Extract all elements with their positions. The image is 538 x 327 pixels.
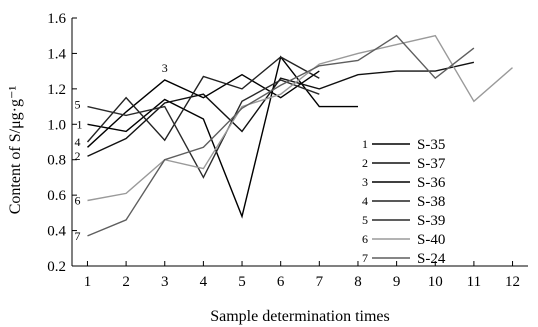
- series-line-s-36: [87, 70, 320, 148]
- legend-number: 6: [362, 232, 368, 246]
- legend-label: S-39: [417, 213, 445, 229]
- tick-labels: 0.20.40.60.81.01.21.41.61 2 3 4 5 6 7 8 9 10 11 12: [47, 11, 520, 290]
- x-tick-label: 3: [161, 274, 169, 290]
- x-tick-label: 10: [428, 274, 443, 290]
- axes: [71, 17, 528, 267]
- y-tick-label: 1.0: [47, 117, 66, 133]
- y-tick-label: 0.8: [47, 153, 66, 169]
- x-tick-label: 9: [393, 274, 401, 290]
- x-tick-label: 1: [84, 274, 92, 290]
- series-tag-4: 4: [74, 135, 80, 149]
- x-tick-label: 8: [354, 274, 362, 290]
- legend-label: S-40: [417, 232, 445, 248]
- series-tag-3: 3: [162, 61, 168, 75]
- x-tick-label: 7: [316, 274, 324, 290]
- series-tag-7: 7: [74, 229, 80, 243]
- x-tick-label: 6: [277, 274, 285, 290]
- x-axis-title: Sample determination times: [210, 308, 390, 325]
- series-line-s-37: [87, 61, 475, 157]
- y-tick-label: 0.2: [47, 259, 66, 275]
- legend-label: S-24: [417, 251, 446, 267]
- legend-number: 2: [362, 156, 368, 170]
- series-line-s-40: [87, 34, 513, 202]
- x-tick-label: 4: [200, 274, 208, 290]
- y-tick-label: 1.6: [47, 11, 66, 27]
- legend-number: 4: [362, 194, 368, 208]
- legend-label: S-37: [417, 156, 446, 172]
- y-axis-title: Content of S/μg·g⁻¹: [7, 86, 24, 215]
- series-line-s-35: [87, 55, 358, 219]
- legend-number: 3: [362, 175, 368, 189]
- x-tick-label: 2: [122, 274, 130, 290]
- y-tick-label: 0.6: [47, 188, 66, 204]
- x-tick-label: 12: [505, 274, 520, 290]
- x-tick-label: 11: [467, 274, 481, 290]
- legend-label: S-36: [417, 175, 446, 191]
- legend-label: S-35: [417, 137, 445, 153]
- x-tick-label: 5: [238, 274, 246, 290]
- series-tag-6: 6: [74, 193, 80, 207]
- series-tag-2: 2: [74, 149, 80, 163]
- series-tag-1: 1: [76, 117, 82, 131]
- legend-label: S-38: [417, 194, 445, 210]
- series-line-s-24: [87, 34, 475, 237]
- series-lines: [86, 34, 513, 237]
- y-tick-label: 1.2: [47, 82, 66, 98]
- series-line-s-39: [87, 79, 320, 179]
- series-line-s-38: [86, 56, 320, 143]
- legend: 1 S-35 2 S-37 3 S-36 4 S-38 5 S-39 6 S-40 7 S-24: [362, 137, 446, 267]
- legend-number: 7: [362, 251, 368, 265]
- y-tick-label: 0.4: [47, 224, 66, 240]
- series-tag-5: 5: [74, 98, 80, 112]
- series-tags: 1 2 3 4 5 6 7: [74, 61, 167, 243]
- legend-number: 5: [362, 213, 368, 227]
- y-tick-label: 1.4: [47, 46, 66, 62]
- legend-number: 1: [362, 137, 368, 151]
